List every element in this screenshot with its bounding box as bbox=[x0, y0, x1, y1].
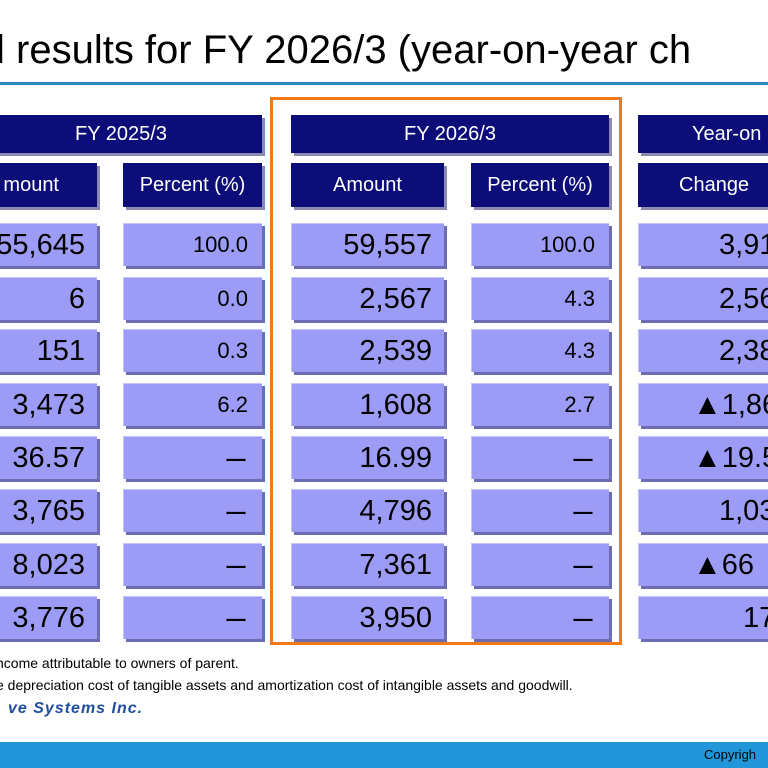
table-cell: 3,91 bbox=[638, 223, 768, 266]
title-divider bbox=[0, 82, 768, 85]
table-cell: 4.3 bbox=[471, 329, 609, 372]
table-cell: ▲19.5 bbox=[638, 436, 768, 479]
table-cell: 59,557 bbox=[291, 223, 444, 266]
subheader-fy2026-percent: Percent (%) bbox=[471, 163, 609, 207]
table-cell: ー bbox=[123, 436, 262, 479]
table-cell: 3,950 bbox=[291, 596, 444, 639]
group-header-fy2025: FY 2025/3 bbox=[0, 115, 262, 153]
table-cell: 36.57 bbox=[0, 436, 97, 479]
table-cell: 1,608 bbox=[291, 383, 444, 426]
table-cell: ▲1,86 bbox=[638, 383, 768, 426]
table-cell: 2,567 bbox=[291, 277, 444, 320]
subheader-fy2026-amount: Amount bbox=[291, 163, 444, 207]
table-cell: 2,539 bbox=[291, 329, 444, 372]
table-cell: 2.7 bbox=[471, 383, 609, 426]
table-cell: 4,796 bbox=[291, 489, 444, 532]
copyright-text: Copyrigh bbox=[704, 747, 757, 762]
table-cell: 4.3 bbox=[471, 277, 609, 320]
subheader-fy2025-amount: mount bbox=[0, 163, 97, 207]
table-cell: ー bbox=[471, 596, 609, 639]
footnote-2: e depreciation cost of tangible assets a… bbox=[0, 677, 573, 693]
table-cell: 1,03 bbox=[638, 489, 768, 532]
page-title: l results for FY 2026/3 (year-on-year ch bbox=[0, 28, 692, 72]
table-cell: ー bbox=[123, 489, 262, 532]
company-logo: ve Systems Inc. bbox=[8, 700, 144, 717]
table-cell: ー bbox=[471, 489, 609, 532]
subheader-change: Change bbox=[638, 163, 768, 207]
table-cell: 151 bbox=[0, 329, 97, 372]
table-cell: 100.0 bbox=[123, 223, 262, 266]
group-header-year-on-year: Year-on bbox=[638, 115, 768, 153]
fy2026-highlight-frame bbox=[270, 97, 622, 645]
table-cell: 6.2 bbox=[123, 383, 262, 426]
table-cell: 100.0 bbox=[471, 223, 609, 266]
table-cell: 8,023 bbox=[0, 543, 97, 586]
table-cell: ー bbox=[471, 543, 609, 586]
table-cell: 3,765 bbox=[0, 489, 97, 532]
footnote-1: ncome attributable to owners of parent. bbox=[0, 655, 239, 671]
table-cell: ー bbox=[471, 436, 609, 479]
table-cell: 2,38 bbox=[638, 329, 768, 372]
table-cell: 55,645 bbox=[0, 223, 97, 266]
table-cell: ー bbox=[123, 543, 262, 586]
table-cell: 2,56 bbox=[638, 277, 768, 320]
table-cell: ▲66 bbox=[638, 543, 768, 586]
table-cell: 17 bbox=[638, 596, 768, 639]
subheader-fy2025-percent: Percent (%) bbox=[123, 163, 262, 207]
table-cell: ー bbox=[123, 596, 262, 639]
table-cell: 16.99 bbox=[291, 436, 444, 479]
table-cell: 0.3 bbox=[123, 329, 262, 372]
table-cell: 7,361 bbox=[291, 543, 444, 586]
footer-bar bbox=[0, 742, 768, 768]
table-cell: 3,473 bbox=[0, 383, 97, 426]
table-cell: 3,776 bbox=[0, 596, 97, 639]
table-cell: 6 bbox=[0, 277, 97, 320]
table-cell: 0.0 bbox=[123, 277, 262, 320]
group-header-fy2026: FY 2026/3 bbox=[291, 115, 609, 153]
